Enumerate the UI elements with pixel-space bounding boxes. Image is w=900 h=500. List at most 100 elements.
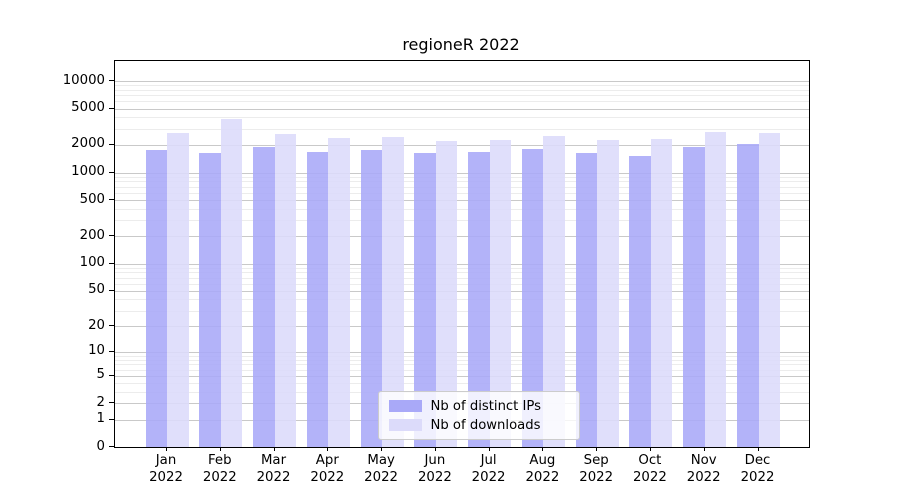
minor-gridline [114,85,809,87]
major-gridline [114,375,809,377]
y-tick-mark [108,402,114,404]
legend: Nb of distinct IPs Nb of downloads [377,391,580,440]
minor-gridline [114,369,809,371]
y-tick-label: 100 [79,255,105,271]
x-tick-mark [596,447,598,451]
minor-gridline [114,267,809,269]
minor-gridline [114,192,809,194]
plot-area: Nb of distinct IPs Nb of downloads [113,60,810,448]
y-tick-mark [108,107,114,109]
x-tick-mark [327,447,329,451]
y-tick-label: 2 [96,394,105,410]
minor-gridline [114,95,809,97]
bar-distinct-ips-apr [306,151,329,447]
x-tick-mark [649,447,651,451]
bar-distinct-ips-jun [414,152,436,447]
bar-distinct-ips-jan [145,150,167,447]
minor-gridline [114,128,809,130]
major-gridline [114,351,809,353]
minor-gridline [114,299,809,301]
major-gridline [114,236,809,238]
y-tick-label: 1 [96,411,105,426]
x-tick-mark [542,447,544,451]
major-gridline [114,290,809,292]
bar-downloads-apr [328,137,350,447]
bar-distinct-ips-sep [575,153,598,447]
y-tick-mark [108,374,114,376]
y-tick-label: 20 [88,317,105,333]
minor-gridline [114,208,809,210]
x-tick-mark [434,447,436,451]
x-tick-label-aug: Aug 2022 [525,453,560,485]
bar-distinct-ips-may [360,149,383,447]
x-tick-label-feb: Feb 2022 [202,453,237,485]
bar-downloads-jul [489,139,512,447]
bar-distinct-ips-feb [199,153,221,447]
major-gridline [114,108,809,110]
bar-downloads-aug [543,135,565,447]
bar-downloads-dec [758,132,780,447]
minor-gridline [114,101,809,103]
x-tick-label-nov: Nov 2022 [686,453,721,485]
y-tick-mark [108,350,114,352]
y-tick-label: 1000 [71,164,105,179]
x-tick-label-jul: Jul 2022 [471,453,506,485]
major-gridline [114,263,809,265]
bar-distinct-ips-mar [253,147,275,447]
bar-downloads-may [382,137,404,447]
x-tick-mark [757,447,759,451]
y-tick-mark [108,171,114,173]
bar-distinct-ips-nov [683,146,705,447]
minor-gridline [114,359,809,361]
y-tick-mark [108,199,114,200]
x-tick-label-oct: Oct 2022 [632,453,667,485]
x-tick-label-dec: Dec 2022 [740,453,775,485]
major-gridline [114,326,809,327]
legend-label-downloads: Nb of downloads [430,417,541,433]
minor-gridline [114,186,809,188]
minor-gridline [114,310,809,312]
x-tick-mark [219,447,221,451]
bar-downloads-sep [597,139,619,447]
minor-gridline [114,364,809,366]
x-tick-label-apr: Apr 2022 [310,453,345,485]
x-tick-label-jan: Jan 2022 [149,453,183,485]
y-tick-label: 50 [88,282,105,298]
legend-swatch-distinct-ips [388,400,422,412]
y-tick-mark [108,262,114,264]
minor-gridline [114,283,809,285]
x-tick-mark [703,447,705,451]
bar-downloads-feb [220,118,243,447]
minor-gridline [114,181,809,183]
minor-gridline [114,220,809,222]
x-tick-mark [488,447,490,451]
bar-distinct-ips-dec [737,143,759,447]
y-tick-label: 200 [79,227,105,243]
x-tick-label-jun: Jun 2022 [417,453,452,485]
x-tick-mark [273,447,275,451]
y-tick-label: 500 [79,191,105,207]
bar-distinct-ips-jul [468,151,490,447]
bar-distinct-ips-aug [521,148,544,447]
legend-label-distinct-ips: Nb of distinct IPs [430,398,542,414]
y-tick-label: 0 [96,438,105,454]
minor-gridline [114,383,809,384]
major-gridline [114,200,809,201]
x-tick-label-mar: Mar 2022 [256,453,291,485]
minor-gridline [114,89,809,91]
major-gridline [114,144,809,146]
bar-downloads-oct [650,139,673,447]
y-tick-mark [108,325,114,326]
y-tick-mark [108,418,114,420]
bar-downloads-jan [167,132,189,447]
y-tick-label: 5 [96,367,105,383]
legend-item-distinct-ips: Nb of distinct IPs [388,398,579,414]
minor-gridline [114,272,809,274]
y-tick-mark [108,289,114,291]
chart-title: regioneR 2022 [402,35,520,54]
major-gridline [114,81,809,82]
y-tick-mark [108,446,114,447]
y-tick-mark [108,235,114,237]
bar-downloads-nov [704,131,727,447]
